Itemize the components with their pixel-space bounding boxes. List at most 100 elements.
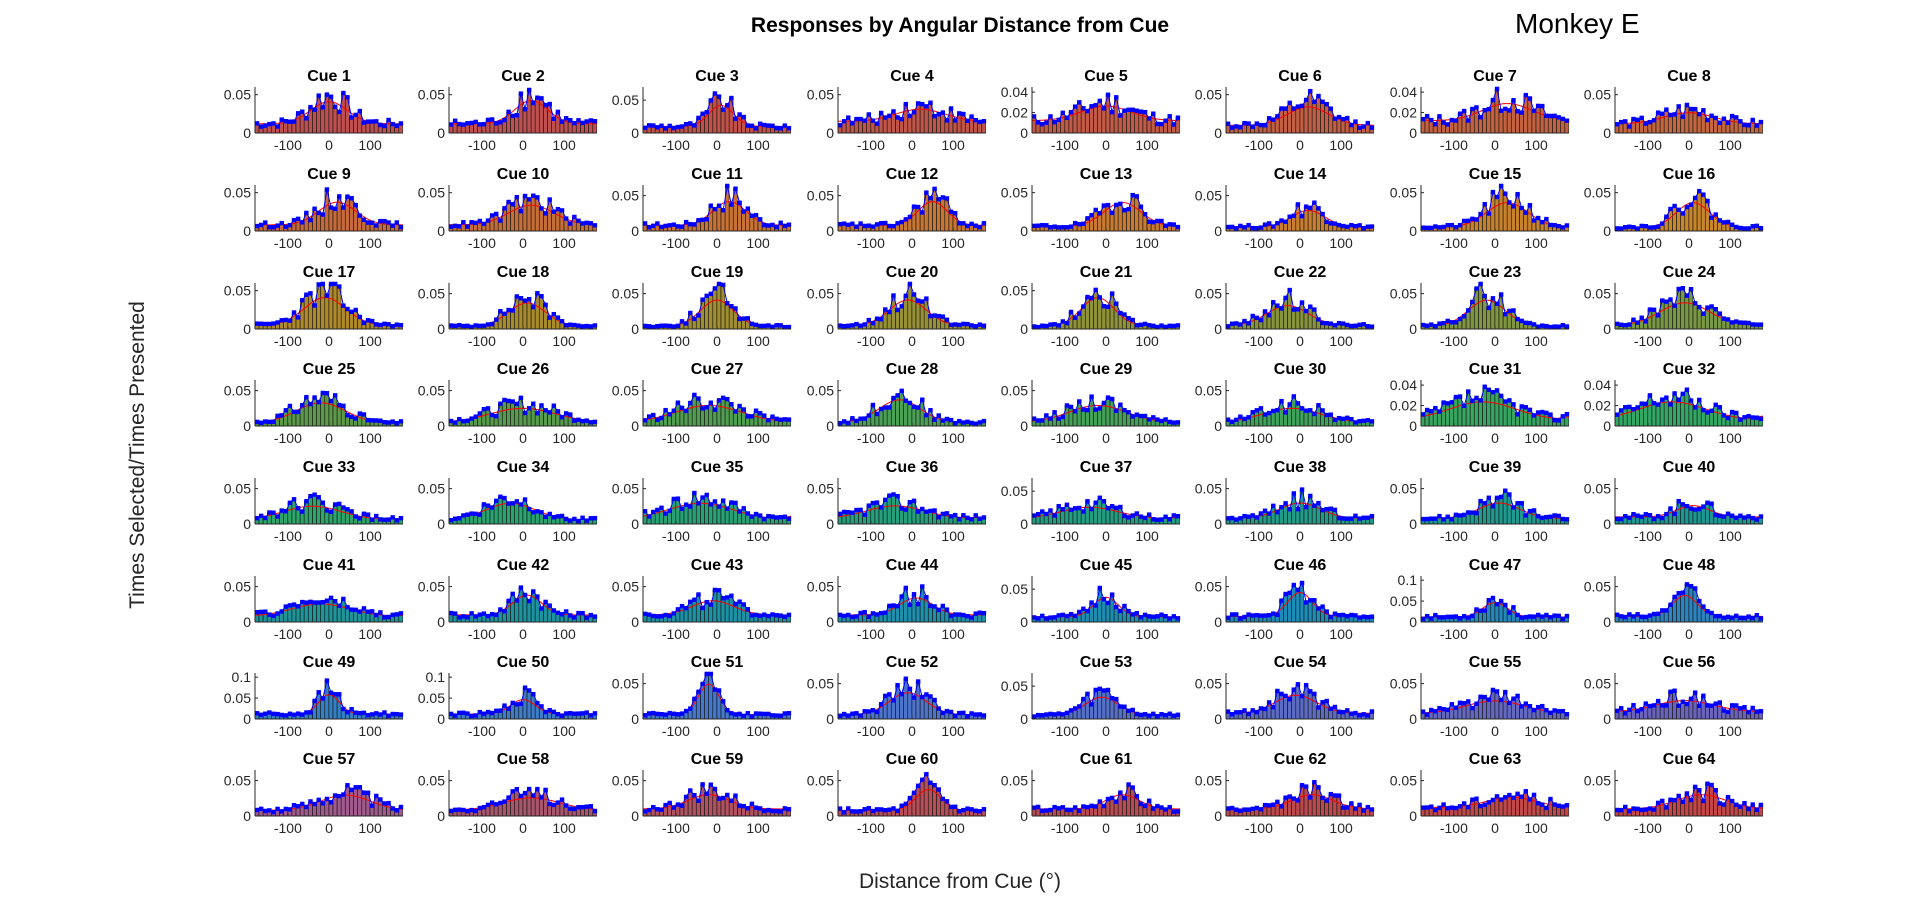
data-marker [514, 294, 520, 299]
panel-title: Cue 35 [691, 459, 744, 476]
data-marker [1105, 687, 1111, 693]
x-tick-label: 100 [1718, 626, 1742, 642]
x-tick-label: 0 [1102, 626, 1110, 642]
data-marker [551, 709, 557, 715]
data-marker [1089, 212, 1094, 218]
data-marker [646, 711, 652, 716]
data-marker [651, 509, 656, 515]
y-tick-label: 0.05 [1584, 579, 1611, 595]
data-marker [940, 195, 946, 200]
data-marker [1279, 504, 1284, 510]
bar [1680, 393, 1685, 427]
data-marker [1627, 322, 1632, 327]
data-marker [1701, 311, 1706, 316]
data-marker [899, 304, 904, 309]
bar [712, 689, 717, 720]
data-marker [1668, 112, 1673, 118]
data-marker [651, 613, 656, 619]
data-marker [1647, 703, 1653, 709]
data-marker [870, 118, 876, 123]
data-marker [1064, 225, 1070, 230]
data-marker [1064, 502, 1070, 507]
data-marker [300, 297, 305, 303]
data-marker [369, 609, 375, 614]
data-marker [745, 607, 751, 612]
data-marker [1709, 610, 1714, 616]
data-marker [1085, 691, 1090, 697]
bar [716, 590, 722, 623]
bar [708, 673, 713, 720]
bar [522, 300, 528, 330]
data-marker [592, 223, 598, 228]
data-marker [1151, 614, 1156, 619]
x-tick-label: 0 [713, 528, 721, 544]
data-marker [547, 315, 552, 320]
data-marker [862, 609, 867, 615]
panel-title: Cue 31 [1469, 361, 1522, 378]
data-marker [1225, 324, 1231, 329]
data-marker [1250, 313, 1255, 319]
data-marker [559, 119, 565, 124]
data-marker [365, 220, 371, 225]
x-tick-label: 0 [1491, 137, 1499, 153]
data-marker [1142, 413, 1148, 419]
bar [1093, 409, 1098, 427]
data-marker [291, 602, 297, 607]
bar [915, 407, 921, 427]
y-tick-label: 0.05 [1195, 188, 1222, 204]
data-marker [369, 517, 375, 522]
data-marker [1717, 311, 1723, 316]
bar [688, 506, 693, 525]
data-marker [555, 409, 561, 414]
data-marker [969, 711, 974, 716]
data-marker [883, 307, 888, 312]
data-marker [308, 291, 313, 296]
data-marker [733, 409, 738, 414]
x-tick-label: 0 [325, 430, 333, 446]
data-marker [461, 122, 466, 127]
data-marker [700, 406, 705, 411]
x-tick-label: 100 [1329, 235, 1353, 251]
bar [526, 600, 532, 623]
data-marker [1631, 512, 1636, 517]
bar [1089, 106, 1094, 134]
y-tick-label: 0.05 [224, 481, 251, 497]
bar [1089, 508, 1094, 525]
data-marker [1365, 324, 1371, 329]
bar [1655, 700, 1661, 720]
data-marker [924, 104, 929, 109]
data-marker [948, 209, 954, 214]
bar [518, 504, 523, 525]
data-marker [1461, 512, 1467, 518]
data-marker [283, 317, 289, 323]
data-marker [1461, 403, 1467, 409]
data-marker [679, 405, 685, 411]
x-tick-label: 100 [1329, 723, 1353, 739]
data-marker [1163, 514, 1168, 519]
data-marker [1101, 597, 1107, 602]
data-marker [526, 688, 532, 693]
data-marker [1097, 686, 1103, 692]
bar [1494, 691, 1500, 720]
data-marker [304, 210, 309, 216]
bar [1093, 209, 1098, 232]
data-marker [1494, 388, 1500, 393]
data-marker [1519, 501, 1524, 506]
data-marker [858, 507, 863, 513]
data-marker [659, 614, 664, 619]
data-marker [679, 506, 685, 511]
data-marker [1498, 292, 1504, 297]
bar [1486, 307, 1491, 330]
data-marker [712, 91, 718, 96]
data-marker [357, 411, 363, 416]
data-marker [1758, 225, 1764, 231]
bar [1283, 695, 1288, 720]
data-marker [287, 318, 293, 323]
data-marker [1618, 119, 1624, 125]
data-marker [1299, 300, 1305, 305]
data-marker [1085, 499, 1090, 504]
y-tick-label: 0.05 [418, 286, 445, 302]
data-marker [907, 400, 913, 406]
